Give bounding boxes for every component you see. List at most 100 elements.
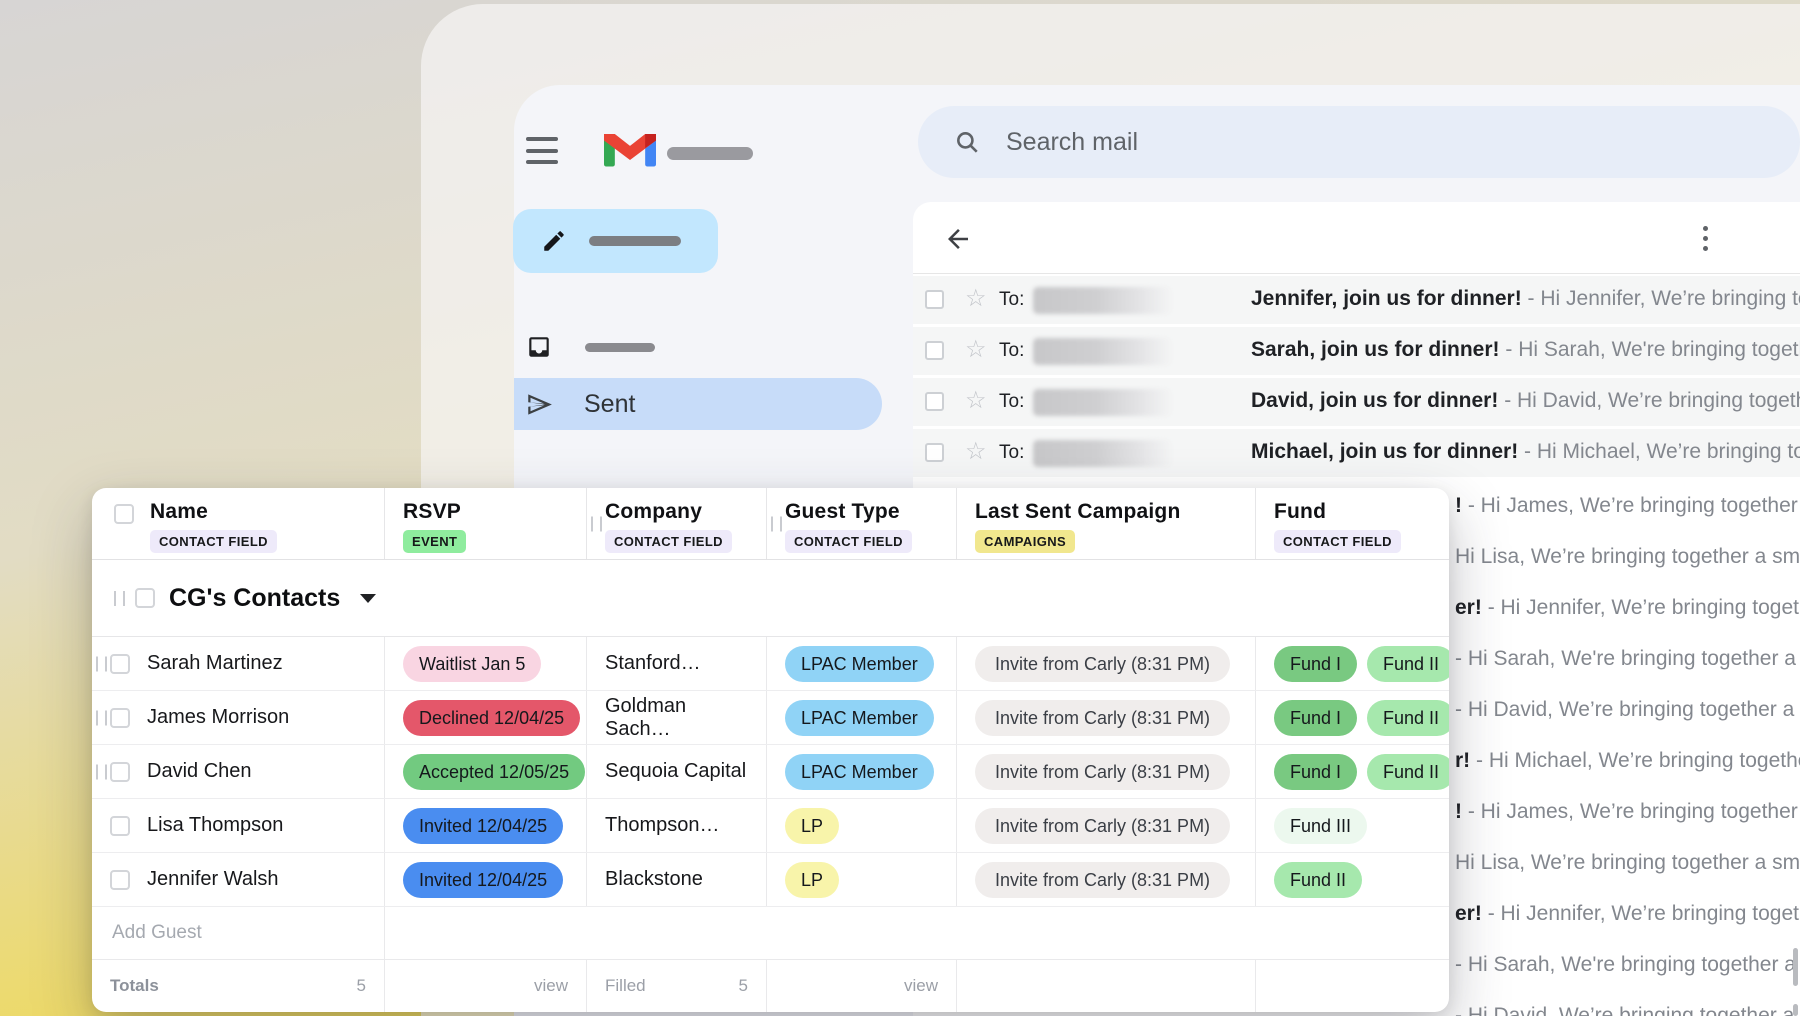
column-header-name[interactable]: Name CONTACT FIELD — [92, 488, 385, 559]
scrollbar-thumb[interactable] — [1793, 948, 1798, 986]
menu-icon[interactable] — [526, 137, 558, 164]
column-header-guest-type[interactable]: Guest Type CONTACT FIELD — [767, 488, 957, 559]
email-preview: - Hi Jennifer, We’re bringing together a… — [1527, 287, 1800, 310]
email-checkbox[interactable] — [925, 443, 944, 462]
name-cell[interactable]: James Morrison — [92, 691, 385, 744]
contact-name: David Chen — [147, 760, 252, 782]
star-icon[interactable]: ☆ — [965, 438, 987, 465]
email-subject-fragment: r! — [1455, 749, 1471, 772]
add-guest-button[interactable]: Add Guest — [112, 922, 202, 943]
row-checkbox[interactable] — [110, 707, 130, 728]
column-header-rsvp[interactable]: RSVP EVENT — [385, 488, 587, 559]
guest-view-link[interactable]: view — [903, 976, 938, 995]
back-arrow-icon[interactable] — [943, 224, 973, 259]
column-type-badge: CAMPAIGNS — [975, 530, 1076, 553]
search-input[interactable]: Search mail — [918, 106, 1800, 178]
company-cell[interactable]: Stanford… — [587, 637, 767, 690]
company-name: Goldman Sach… — [605, 694, 687, 740]
column-label: Name — [150, 500, 208, 523]
column-header-last-sent-campaign[interactable]: Last Sent Campaign CAMPAIGNS — [957, 488, 1256, 559]
more-options-icon[interactable] — [1703, 226, 1709, 256]
column-type-badge: EVENT — [403, 530, 467, 553]
select-all-checkbox[interactable] — [114, 504, 134, 524]
sidebar-item-sent[interactable]: Sent — [514, 378, 882, 430]
email-subject-line: Sarah, join us for dinner! - Hi Sarah, W… — [1251, 338, 1800, 362]
rsvp-cell[interactable]: Declined 12/04/25 — [385, 691, 587, 744]
redacted-recipient — [1033, 287, 1173, 314]
row-checkbox[interactable] — [110, 869, 130, 890]
company-cell[interactable]: Thompson… — [587, 799, 767, 852]
email-checkbox[interactable] — [925, 290, 944, 309]
fund-pill: Fund II — [1367, 753, 1449, 790]
email-row[interactable]: ☆ To: Jennifer, join us for dinner! - Hi J… — [913, 276, 1800, 327]
star-icon[interactable]: ☆ — [965, 285, 987, 312]
campaign-cell[interactable]: Invite from Carly (8:31 PM) — [957, 691, 1256, 744]
name-cell[interactable]: Sarah Martinez — [92, 637, 385, 690]
table-row[interactable]: David Chen Accepted 12/05/25 Sequoia Capit… — [92, 745, 1449, 799]
star-icon[interactable]: ☆ — [965, 336, 987, 363]
table-row[interactable]: James Morrison Declined 12/04/25 Goldman S… — [92, 691, 1449, 745]
sidebar-item-inbox[interactable] — [514, 322, 882, 372]
fund-cell[interactable]: Fund I Fund II — [1256, 637, 1449, 690]
name-cell[interactable]: Jennifer Walsh — [92, 853, 385, 906]
company-cell[interactable]: Blackstone — [587, 853, 767, 906]
email-row[interactable]: ☆ To: David, join us for dinner! - Hi Davi… — [913, 378, 1800, 429]
campaign-cell[interactable]: Invite from Carly (8:31 PM) — [957, 637, 1256, 690]
compose-button[interactable] — [513, 209, 718, 273]
group-title[interactable]: CG's Contacts — [169, 583, 341, 612]
row-checkbox[interactable] — [110, 815, 130, 836]
guest-type-cell[interactable]: LP — [767, 799, 957, 852]
email-preview: - Hi David, We’re bringing together a sm… — [1504, 389, 1800, 412]
email-row[interactable]: ☆ To: Michael, join us for dinner! - Hi Mi… — [913, 429, 1800, 480]
email-preview: - Hi Sarah, We're bringing together a sm… — [1505, 338, 1800, 361]
email-checkbox[interactable] — [925, 392, 944, 411]
campaign-cell[interactable]: Invite from Carly (8:31 PM) — [957, 853, 1256, 906]
drag-handle-icon[interactable] — [96, 656, 107, 671]
guest-type-pill: LPAC Member — [785, 753, 934, 790]
rsvp-cell[interactable]: Accepted 12/05/25 — [385, 745, 587, 798]
table-row[interactable]: Sarah Martinez Waitlist Jan 5 Stanford… LPA… — [92, 637, 1449, 691]
company-cell[interactable]: Goldman Sach… — [587, 691, 767, 744]
drag-handle-icon[interactable] — [114, 590, 125, 606]
fund-cell[interactable]: Fund I Fund II — [1256, 745, 1449, 798]
email-checkbox[interactable] — [925, 341, 944, 360]
guest-type-cell[interactable]: LPAC Member — [767, 637, 957, 690]
rsvp-cell[interactable]: Invited 12/04/25 — [385, 853, 587, 906]
name-cell[interactable]: David Chen — [92, 745, 385, 798]
star-icon[interactable]: ☆ — [965, 387, 987, 414]
column-header-company[interactable]: Company CONTACT FIELD — [587, 488, 767, 559]
to-label: To: — [999, 340, 1025, 361]
drag-handle-icon[interactable] — [96, 710, 107, 725]
redacted-recipient — [1033, 389, 1173, 416]
column-header-fund[interactable]: Fund CONTACT FIELD — [1256, 488, 1449, 559]
fund-cell[interactable]: Fund III — [1256, 799, 1449, 852]
rsvp-cell[interactable]: Invited 12/04/25 — [385, 799, 587, 852]
rsvp-view-link[interactable]: view — [533, 976, 568, 995]
chevron-down-icon[interactable] — [360, 593, 377, 603]
email-row[interactable]: ☆ To: Sarah, join us for dinner! - Hi Sara… — [913, 327, 1800, 378]
table-row[interactable]: Lisa Thompson Invited 12/04/25 Thompson… LP… — [92, 799, 1449, 853]
drag-handle-icon[interactable] — [96, 764, 107, 779]
table-row[interactable]: Jennifer Walsh Invited 12/04/25 Blackstone… — [92, 853, 1449, 907]
name-cell[interactable]: Lisa Thompson — [92, 799, 385, 852]
rsvp-cell[interactable]: Waitlist Jan 5 — [385, 637, 587, 690]
guest-type-pill: LP — [785, 807, 840, 844]
drag-handle-icon[interactable] — [771, 516, 782, 531]
fund-cell[interactable]: Fund I Fund II — [1256, 691, 1449, 744]
campaign-cell[interactable]: Invite from Carly (8:31 PM) — [957, 799, 1256, 852]
email-preview-fragment: - Hi Jennifer, We’re bringing together a… — [1487, 902, 1800, 925]
scrollbar-thumb[interactable] — [1793, 1004, 1798, 1016]
guest-type-cell[interactable]: LPAC Member — [767, 745, 957, 798]
row-checkbox[interactable] — [110, 653, 130, 674]
guest-type-cell[interactable]: LP — [767, 853, 957, 906]
filled-label: Filled — [605, 976, 646, 995]
contact-name: Jennifer Walsh — [147, 868, 279, 890]
to-label: To: — [999, 391, 1025, 412]
drag-handle-icon[interactable] — [591, 516, 602, 531]
guest-type-cell[interactable]: LPAC Member — [767, 691, 957, 744]
fund-cell[interactable]: Fund II — [1256, 853, 1449, 906]
group-checkbox[interactable] — [135, 588, 155, 608]
row-checkbox[interactable] — [110, 761, 130, 782]
company-cell[interactable]: Sequoia Capital — [587, 745, 767, 798]
campaign-cell[interactable]: Invite from Carly (8:31 PM) — [957, 745, 1256, 798]
